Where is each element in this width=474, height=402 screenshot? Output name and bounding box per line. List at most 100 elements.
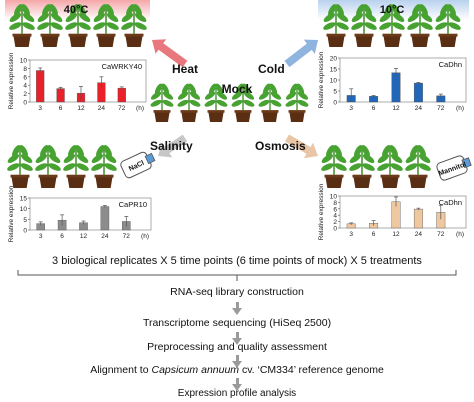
leaf-shape — [351, 13, 364, 23]
leaf-shape — [7, 163, 20, 171]
pepper-plant-icon — [177, 83, 201, 122]
leaf-shape — [321, 163, 334, 171]
leaf-shape — [405, 154, 418, 164]
mannitol-bottle-icon: Mannitol — [436, 155, 472, 181]
heat-temperature-label: 40°C — [64, 4, 89, 16]
x-tick-label: 6 — [372, 231, 376, 238]
pot-rim — [68, 33, 88, 37]
pepper-plant-icon — [204, 83, 228, 122]
leaf-shape — [75, 145, 84, 157]
leaf-shape — [37, 13, 50, 23]
y-tick-label: 8 — [23, 66, 27, 73]
leaf-shape — [335, 4, 344, 16]
y-tick-label: 0 — [23, 100, 27, 107]
leaf-shape — [96, 145, 105, 157]
leaf-shape — [78, 22, 91, 30]
pot-rim — [180, 110, 198, 113]
leaf-shape — [106, 13, 119, 23]
pot-shape — [11, 176, 29, 188]
leaf-shape — [364, 22, 377, 30]
y-tick-label: 15 — [330, 67, 338, 74]
leaf-shape — [356, 4, 365, 16]
expression-bar — [36, 70, 45, 103]
leaf-shape — [215, 83, 224, 95]
salinity-arrow-icon — [158, 134, 188, 158]
pot-shape — [181, 111, 197, 122]
bottle-cap — [461, 157, 472, 169]
leaf-shape — [181, 83, 190, 95]
leaf-shape — [50, 13, 63, 23]
pot-shape — [381, 176, 399, 188]
pepper-plant-icon — [150, 83, 174, 122]
leaf-shape — [65, 22, 78, 30]
leaf-shape — [389, 145, 398, 157]
pot-shape — [69, 35, 87, 47]
leaf-shape — [204, 99, 216, 107]
pepper-plant-icon — [379, 4, 405, 47]
leaf-shape — [379, 13, 392, 23]
chart-frame — [29, 197, 152, 231]
y-tick-label: 6 — [23, 74, 27, 81]
bottle-cap — [144, 152, 156, 165]
leaf-shape — [420, 13, 433, 23]
pot-rim — [352, 174, 372, 178]
pepper-plant-icon — [91, 145, 117, 188]
pot-shape — [409, 176, 427, 188]
leaf-shape — [435, 13, 448, 23]
leaf-shape — [382, 145, 391, 157]
leaf-shape — [134, 22, 147, 30]
pepper-plant-icon — [35, 145, 61, 188]
leaf-shape — [326, 145, 335, 157]
leaf-shape — [407, 13, 420, 23]
alignment-prefix: Alignment to — [90, 364, 152, 376]
x-tick-label: 3 — [39, 233, 43, 240]
pepper-plant-icon — [377, 145, 403, 188]
leaf-shape — [47, 145, 56, 157]
leaf-shape — [391, 4, 400, 16]
pepper-plant-icon — [231, 83, 255, 122]
leaf-shape — [258, 99, 270, 107]
leaf-shape — [48, 154, 61, 164]
down-arrow-icon — [232, 378, 242, 391]
leaf-shape — [297, 99, 309, 107]
pepper-plant-icon — [121, 4, 147, 47]
leaf-shape — [103, 145, 112, 157]
leaf-shape — [76, 154, 89, 164]
pot-shape — [353, 176, 371, 188]
leaf-shape — [419, 4, 428, 16]
leaf-shape — [262, 83, 271, 95]
leaf-shape — [349, 163, 362, 171]
pepper-plant-icon — [435, 4, 461, 47]
expression-bar — [56, 88, 65, 103]
y-tick-label: 4 — [333, 213, 337, 220]
y-tick-label: 6 — [333, 206, 337, 213]
leaf-shape — [104, 163, 117, 171]
leaf-shape — [7, 154, 20, 164]
leaf-shape — [296, 83, 305, 95]
leaf-shape — [93, 22, 106, 30]
leaf-shape — [231, 91, 243, 100]
pot-shape — [355, 35, 373, 47]
pot-shape — [67, 176, 85, 188]
y-tick-label: 0 — [333, 226, 337, 233]
pot-shape — [13, 35, 31, 47]
leaf-shape — [76, 163, 89, 171]
workflow-step-library: RNA-seq library construction — [170, 286, 304, 298]
leaf-shape — [48, 163, 61, 171]
leaf-shape — [447, 4, 456, 16]
leaf-shape — [126, 4, 135, 16]
leaf-shape — [361, 145, 370, 157]
salinity-expression-chart: 0 5 10 15 Relative expression CaPR10 3 6 12 24 72 (… — [8, 185, 152, 242]
leaf-shape — [377, 154, 390, 164]
leaf-shape — [270, 91, 282, 100]
leaf-shape — [150, 99, 162, 107]
leaf-shape — [243, 99, 255, 107]
leaf-shape — [14, 4, 23, 16]
pot-rim — [408, 174, 428, 178]
x-tick-label: 6 — [59, 105, 63, 112]
leaf-shape — [216, 99, 228, 107]
cold-arrow-icon — [284, 39, 318, 68]
leaf-shape — [121, 13, 134, 23]
